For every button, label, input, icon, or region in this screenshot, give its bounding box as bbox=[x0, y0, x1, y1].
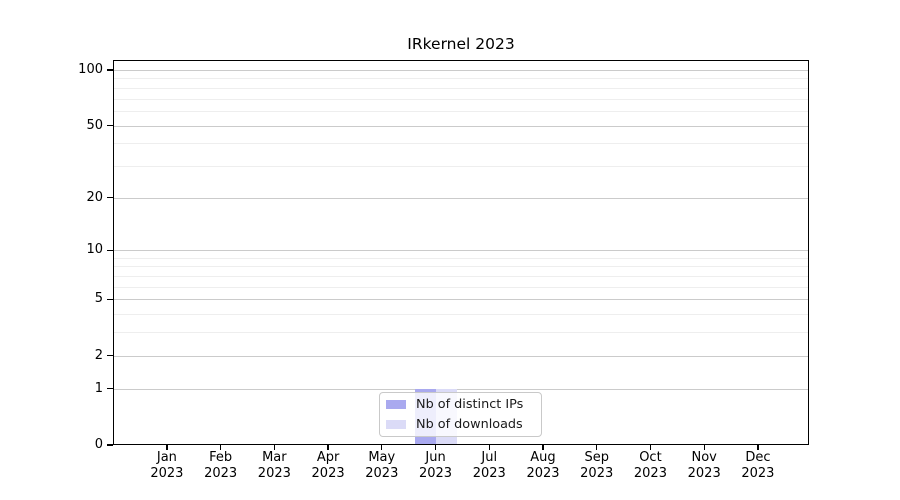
x-tick bbox=[219, 445, 222, 450]
plot-area: Nb of distinct IPs Nb of downloads bbox=[113, 60, 809, 445]
x-tick-label: Jun 2023 bbox=[418, 450, 453, 481]
x-tick-label: Dec 2023 bbox=[741, 450, 775, 481]
y-gridline-minor bbox=[114, 143, 808, 145]
x-tick bbox=[327, 445, 329, 450]
legend: Nb of distinct IPs Nb of downloads bbox=[379, 392, 542, 437]
x-tick-label: Jul 2023 bbox=[472, 450, 506, 481]
x-tick bbox=[273, 445, 275, 450]
y-gridline-minor bbox=[114, 165, 808, 167]
x-tick bbox=[488, 445, 490, 450]
x-tick-label: Jan 2023 bbox=[150, 450, 184, 481]
y-gridline-major bbox=[114, 299, 808, 301]
x-tick bbox=[703, 445, 705, 450]
legend-label-downloads: Nb of downloads bbox=[416, 416, 523, 432]
x-tick bbox=[757, 445, 759, 450]
y-gridline-minor bbox=[114, 78, 808, 80]
y-tick bbox=[106, 124, 113, 127]
y-tick-label: 2 bbox=[94, 347, 103, 363]
bottom-spine bbox=[113, 443, 809, 445]
top-spine bbox=[113, 60, 809, 62]
x-tick-label: Oct 2023 bbox=[633, 450, 667, 481]
y-gridline-minor bbox=[114, 110, 808, 112]
legend-row-downloads: Nb of downloads bbox=[386, 417, 541, 432]
y-gridline-minor bbox=[114, 286, 808, 288]
x-tick-label: Apr 2023 bbox=[311, 450, 345, 481]
y-gridline-minor bbox=[114, 257, 808, 259]
y-tick-label: 100 bbox=[78, 62, 103, 77]
x-tick-label: Aug 2023 bbox=[526, 450, 560, 481]
y-tick bbox=[106, 249, 113, 251]
x-tick bbox=[649, 445, 652, 450]
y-gridline-minor bbox=[114, 266, 808, 268]
x-tick-label: Nov 2023 bbox=[687, 450, 721, 481]
y-gridline-minor bbox=[114, 276, 808, 278]
right-spine bbox=[807, 60, 809, 445]
y-tick bbox=[106, 388, 113, 390]
y-tick-label: 1 bbox=[94, 380, 103, 396]
y-gridline-major bbox=[114, 197, 808, 199]
y-gridline-major bbox=[114, 125, 808, 127]
y-gridline-minor bbox=[114, 314, 808, 316]
y-tick bbox=[106, 444, 113, 446]
left-spine bbox=[113, 60, 115, 445]
legend-swatch-distinct-ips bbox=[386, 400, 406, 410]
chart-title: IRkernel 2023 bbox=[407, 35, 515, 53]
y-tick bbox=[106, 298, 113, 301]
x-tick bbox=[596, 445, 598, 450]
y-gridline-major bbox=[114, 388, 808, 390]
y-gridline-minor bbox=[114, 87, 808, 89]
x-tick-label: Feb 2023 bbox=[204, 450, 238, 481]
y-tick-label: 0 bbox=[94, 437, 103, 452]
x-tick bbox=[542, 445, 544, 450]
y-tick-label: 20 bbox=[86, 189, 103, 205]
y-tick-label: 10 bbox=[86, 242, 103, 258]
y-gridline-major bbox=[114, 355, 808, 357]
x-tick bbox=[434, 445, 437, 450]
y-gridline-major bbox=[114, 250, 808, 252]
y-tick bbox=[106, 69, 113, 71]
legend-row-distinct-ips: Nb of distinct IPs bbox=[386, 397, 541, 412]
y-tick-label: 50 bbox=[86, 117, 103, 133]
y-gridline-minor bbox=[114, 98, 808, 100]
y-tick-label: 5 bbox=[94, 291, 103, 307]
x-tick bbox=[381, 445, 383, 450]
y-tick bbox=[106, 355, 113, 357]
y-gridline-minor bbox=[114, 332, 808, 334]
x-tick-label: May 2023 bbox=[365, 450, 399, 481]
y-gridline-major bbox=[114, 70, 808, 71]
legend-label-distinct-ips: Nb of distinct IPs bbox=[416, 397, 524, 413]
y-tick bbox=[106, 196, 113, 199]
x-tick bbox=[166, 445, 168, 450]
x-tick-label: Mar 2023 bbox=[257, 450, 291, 481]
legend-swatch-downloads bbox=[386, 419, 406, 429]
x-tick-label: Sep 2023 bbox=[580, 450, 614, 481]
